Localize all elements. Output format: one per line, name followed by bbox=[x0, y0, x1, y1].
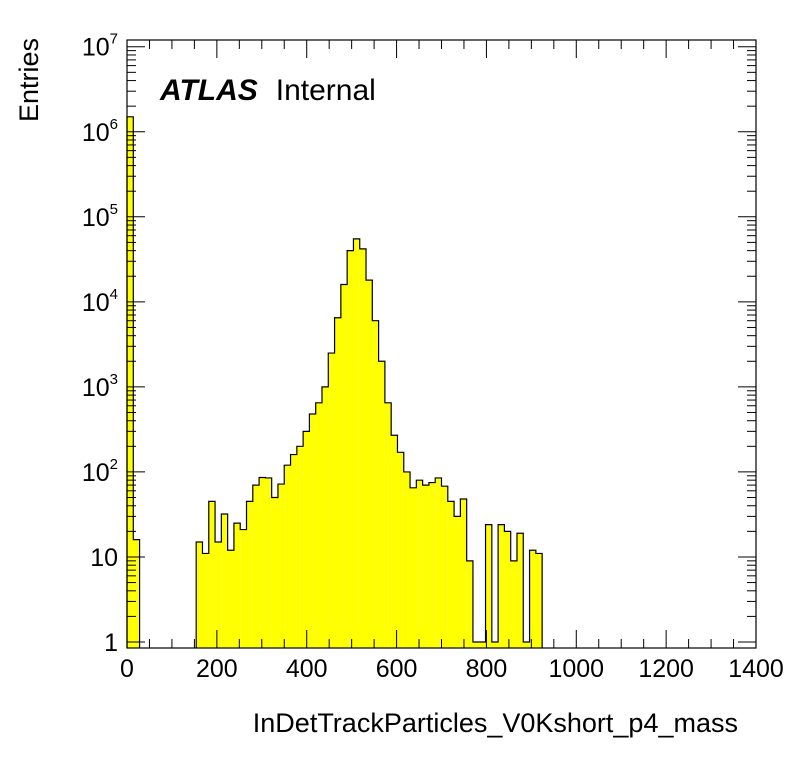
x-tick-label: 600 bbox=[376, 655, 418, 683]
histogram-bar bbox=[215, 541, 222, 648]
histogram-bar bbox=[334, 317, 341, 648]
histogram-bar bbox=[284, 465, 291, 648]
histogram-bar bbox=[378, 361, 385, 648]
histogram-bar bbox=[410, 487, 417, 648]
y-tick-label: 10 bbox=[90, 544, 118, 572]
x-tick-label: 0 bbox=[120, 655, 134, 683]
histogram-bar bbox=[504, 531, 511, 648]
histogram-bar bbox=[227, 550, 234, 648]
histogram-bar bbox=[447, 501, 455, 648]
histogram-bar bbox=[309, 413, 316, 648]
histogram-bar bbox=[252, 485, 260, 648]
histogram-bar bbox=[403, 471, 411, 648]
histogram-bar bbox=[422, 485, 429, 648]
axis-ticks bbox=[126, 40, 757, 648]
histogram-bar bbox=[479, 641, 486, 648]
histogram-bar bbox=[290, 454, 297, 648]
histogram-bar bbox=[328, 353, 335, 648]
histogram-bar bbox=[259, 477, 266, 648]
histogram-bar bbox=[347, 250, 354, 648]
y-tick-label: 107 bbox=[82, 31, 118, 62]
x-tick-label: 800 bbox=[466, 655, 508, 683]
histogram-bar bbox=[523, 641, 530, 648]
histogram-bar bbox=[208, 501, 216, 648]
y-tick-label: 103 bbox=[82, 371, 118, 402]
histogram-bar bbox=[498, 524, 505, 648]
x-tick-label: 1200 bbox=[638, 655, 694, 683]
x-tick-label: 1000 bbox=[548, 655, 604, 683]
x-tick-label: 400 bbox=[286, 655, 328, 683]
histogram-bar bbox=[435, 477, 442, 648]
histogram-bar bbox=[240, 529, 247, 648]
atlas-label-bold: ATLAS bbox=[159, 74, 258, 107]
x-tick-label: 1400 bbox=[728, 655, 784, 683]
x-axis-title: InDetTrackParticles_V0Kshort_p4_mass bbox=[253, 708, 738, 738]
histogram-bar bbox=[397, 452, 404, 648]
histogram-bar bbox=[516, 533, 524, 648]
histogram-bar bbox=[353, 238, 360, 648]
atlas-label-plain: Internal bbox=[276, 74, 376, 107]
histogram-bar bbox=[202, 553, 209, 648]
y-tick-label: 104 bbox=[82, 286, 118, 317]
histogram-bar bbox=[133, 539, 140, 648]
histogram-bar bbox=[366, 280, 373, 648]
y-tick-label: 1 bbox=[104, 629, 118, 657]
histogram-bar bbox=[460, 499, 467, 648]
histogram-bar bbox=[127, 116, 134, 649]
y-tick-label: 106 bbox=[82, 116, 118, 147]
histogram-bar bbox=[271, 497, 278, 648]
histogram-bar bbox=[535, 553, 543, 648]
histogram-bar bbox=[485, 524, 492, 648]
histogram-bar bbox=[384, 402, 392, 648]
x-tick-labels: 0 200 400 600 800 1000 1200 1400 bbox=[120, 655, 784, 683]
histogram-bar bbox=[303, 431, 310, 648]
histogram-bar bbox=[372, 320, 379, 648]
histogram-bar bbox=[454, 516, 461, 648]
histogram-bar bbox=[233, 523, 241, 648]
y-tick-label: 102 bbox=[82, 456, 118, 487]
histogram-bar bbox=[315, 402, 322, 648]
histogram-bar bbox=[277, 484, 285, 648]
histogram-bar bbox=[359, 248, 367, 648]
histogram-bar bbox=[441, 486, 448, 648]
x-tick-label: 200 bbox=[196, 655, 238, 683]
histogram-bar bbox=[529, 550, 536, 648]
histogram-bar bbox=[196, 541, 203, 648]
histogram-bar bbox=[416, 480, 423, 648]
histogram-bar bbox=[321, 386, 329, 648]
y-axis-title: Entries bbox=[14, 38, 44, 122]
histogram-bar bbox=[510, 560, 517, 648]
histogram-bar bbox=[221, 514, 228, 648]
histogram-bar bbox=[466, 560, 473, 648]
histogram-bar bbox=[428, 482, 436, 648]
histogram-bar bbox=[472, 641, 480, 648]
histogram-bar bbox=[265, 477, 272, 648]
histogram-bar bbox=[340, 284, 348, 648]
y-tick-label: 105 bbox=[82, 201, 118, 232]
histogram-bar bbox=[246, 501, 253, 648]
histogram-bar bbox=[296, 446, 304, 648]
atlas-label: ATLAS Internal bbox=[159, 74, 376, 107]
histogram-bars bbox=[126, 116, 543, 649]
histogram-bar bbox=[391, 435, 398, 648]
histogram-bar bbox=[491, 641, 499, 648]
